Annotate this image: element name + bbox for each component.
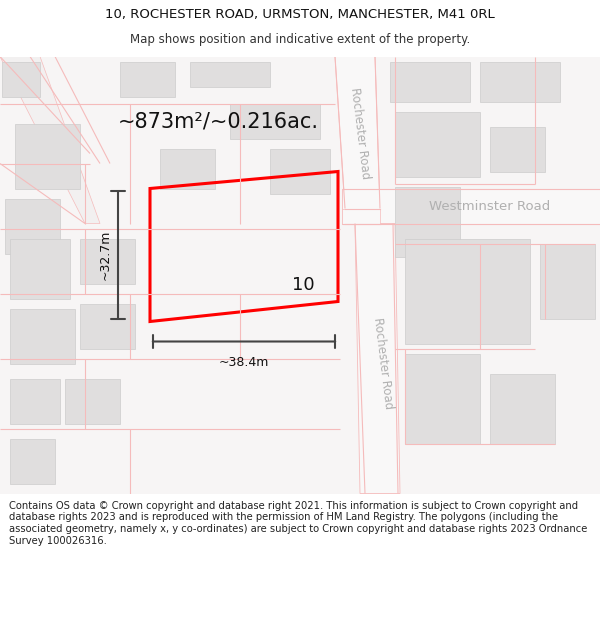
Text: Contains OS data © Crown copyright and database right 2021. This information is : Contains OS data © Crown copyright and d…	[9, 501, 587, 546]
Polygon shape	[190, 61, 270, 86]
Polygon shape	[355, 224, 400, 494]
Polygon shape	[395, 186, 460, 256]
Polygon shape	[270, 149, 330, 194]
Polygon shape	[65, 379, 120, 424]
Polygon shape	[540, 244, 595, 319]
Polygon shape	[120, 61, 175, 96]
Polygon shape	[490, 374, 555, 444]
Polygon shape	[80, 304, 135, 349]
Polygon shape	[395, 111, 480, 176]
Text: ~32.7m: ~32.7m	[99, 230, 112, 280]
Text: Rochester Road: Rochester Road	[348, 87, 372, 180]
Polygon shape	[10, 439, 55, 484]
Polygon shape	[490, 126, 545, 171]
Polygon shape	[10, 379, 60, 424]
Text: Map shows position and indicative extent of the property.: Map shows position and indicative extent…	[130, 33, 470, 46]
Text: 10: 10	[292, 276, 314, 294]
Text: ~38.4m: ~38.4m	[219, 356, 269, 369]
Text: ~873m²/~0.216ac.: ~873m²/~0.216ac.	[118, 111, 319, 131]
Text: Rochester Road: Rochester Road	[371, 317, 395, 410]
Polygon shape	[342, 209, 380, 224]
Polygon shape	[0, 56, 100, 224]
Polygon shape	[2, 61, 40, 96]
Polygon shape	[15, 124, 80, 189]
Polygon shape	[10, 239, 70, 299]
Polygon shape	[5, 199, 60, 254]
Text: 10, ROCHESTER ROAD, URMSTON, MANCHESTER, M41 0RL: 10, ROCHESTER ROAD, URMSTON, MANCHESTER,…	[105, 8, 495, 21]
Text: Westminster Road: Westminster Road	[430, 200, 551, 213]
Polygon shape	[342, 189, 600, 224]
Polygon shape	[405, 239, 530, 344]
Polygon shape	[230, 104, 320, 139]
Polygon shape	[480, 61, 560, 101]
Polygon shape	[10, 309, 75, 364]
Polygon shape	[160, 149, 215, 189]
Polygon shape	[405, 354, 480, 444]
Polygon shape	[80, 239, 135, 284]
Polygon shape	[335, 56, 380, 209]
Polygon shape	[390, 61, 470, 101]
